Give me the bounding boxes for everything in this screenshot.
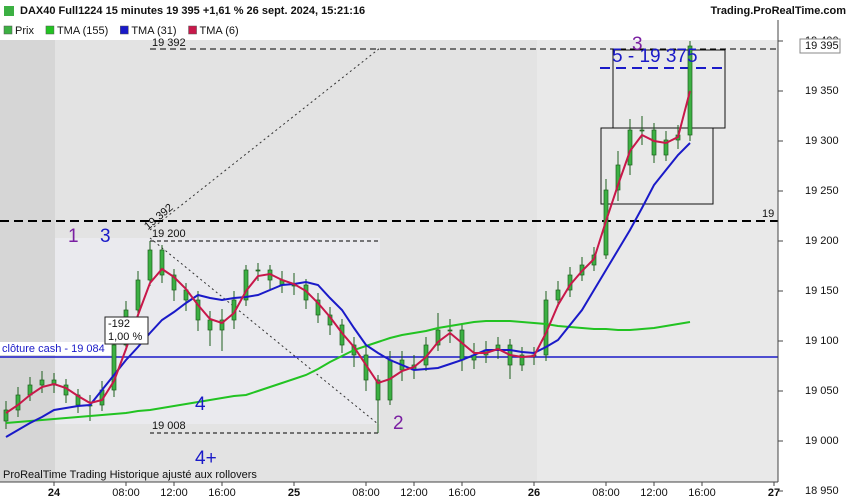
x-tick-label: 16:00 (208, 487, 236, 499)
legend-label: TMA (6) (200, 25, 239, 37)
x-tick-label: 08:00 (592, 487, 620, 499)
x-tick-label: 08:00 (112, 487, 140, 499)
bar-body (135, 279, 141, 311)
legend-label: TMA (155) (57, 25, 108, 37)
y-tick-label: 19 000 (805, 435, 839, 447)
drawn-box (600, 127, 714, 205)
wave-label: 2 (393, 413, 404, 434)
x-axis-area (0, 482, 850, 500)
bar-body (519, 354, 525, 366)
header-bar (0, 0, 850, 20)
wave-label: 1 (68, 226, 79, 247)
y-tick-label: 19 150 (805, 285, 839, 297)
bar-body (39, 379, 45, 386)
x-tick-label: 26 (528, 487, 540, 499)
y-tick-label: 19 250 (805, 185, 839, 197)
wave-label: 3 (100, 226, 111, 247)
y-tick-label: 18 950 (805, 485, 839, 497)
measure-change: -192 (108, 318, 130, 330)
bar-body (651, 129, 657, 156)
last-price-label: 19 395 (805, 40, 839, 52)
y-tick-label: 19 350 (805, 85, 839, 97)
y-tick-label: 19 050 (805, 385, 839, 397)
bar-body (111, 344, 117, 391)
indicator-line (5, 320, 691, 424)
last-price-tag (799, 38, 841, 54)
close-cash-label: clôture cash - 19 084 (2, 343, 105, 355)
x-tick-label: 12:00 (640, 487, 668, 499)
indicator-line (5, 90, 691, 414)
brand: Trading.ProRealTime.com (710, 5, 846, 17)
legend-label: TMA (31) (131, 25, 176, 37)
bar-body (243, 269, 249, 301)
legend-swatch (120, 25, 129, 35)
trend-line (149, 237, 379, 425)
annotation-layer (149, 47, 726, 425)
wave-label: 3 (632, 34, 643, 55)
bar-body (555, 289, 561, 301)
chart-title: DAX40 Full1224 15 minutes 19 395 +1,61 %… (20, 5, 365, 17)
bar-body (315, 299, 321, 316)
bar-body (639, 129, 645, 132)
trend-line (149, 47, 381, 231)
bar-body (375, 379, 381, 401)
x-tick-label: 27 (768, 487, 780, 499)
measure-percent: 1,00 % (108, 331, 142, 343)
bar-body (159, 249, 165, 276)
measure-box (104, 316, 149, 345)
y-tick-label: 19 300 (805, 135, 839, 147)
bar-body (147, 249, 153, 281)
bar-body (447, 329, 453, 332)
bar-body (219, 319, 225, 331)
bar-body (255, 269, 261, 272)
legend-swatch (188, 25, 197, 35)
target-label: 5 - 19 375 (612, 46, 698, 67)
bar-body (207, 319, 213, 331)
wave-label: 4+ (195, 448, 217, 469)
label-box (0, 342, 112, 355)
legend-swatch (45, 25, 55, 35)
level-label: 19 392 (152, 37, 186, 49)
footer: ProRealTime Trading Historique ajusté au… (3, 469, 257, 481)
x-tick-label: 25 (288, 487, 300, 499)
level-label: 19 008 (152, 420, 186, 432)
x-tick-label: 12:00 (400, 487, 428, 499)
bar-body (195, 299, 201, 321)
x-tick-label: 16:00 (448, 487, 476, 499)
x-tick-label: 24 (48, 487, 61, 499)
wave-label: 4 (195, 394, 206, 415)
bar-body (435, 329, 441, 346)
legend-swatch (3, 25, 13, 35)
y-tick-label: 19 100 (805, 335, 839, 347)
bar-body (171, 274, 177, 291)
x-tick-label: 16:00 (688, 487, 716, 499)
y-axis-area (778, 20, 850, 482)
bar-body (15, 394, 21, 411)
bar-body (3, 409, 9, 422)
session-band (537, 40, 778, 482)
session-band (0, 40, 55, 482)
x-tick-label: 12:00 (160, 487, 188, 499)
level-label: 19 200 (152, 228, 186, 240)
bar-body (687, 45, 693, 136)
icon (4, 6, 14, 16)
bar-body (663, 139, 669, 156)
y-tick-label: 19 200 (805, 235, 839, 247)
legend-label: Prix (15, 25, 34, 37)
x-tick-label: 08:00 (352, 487, 380, 499)
